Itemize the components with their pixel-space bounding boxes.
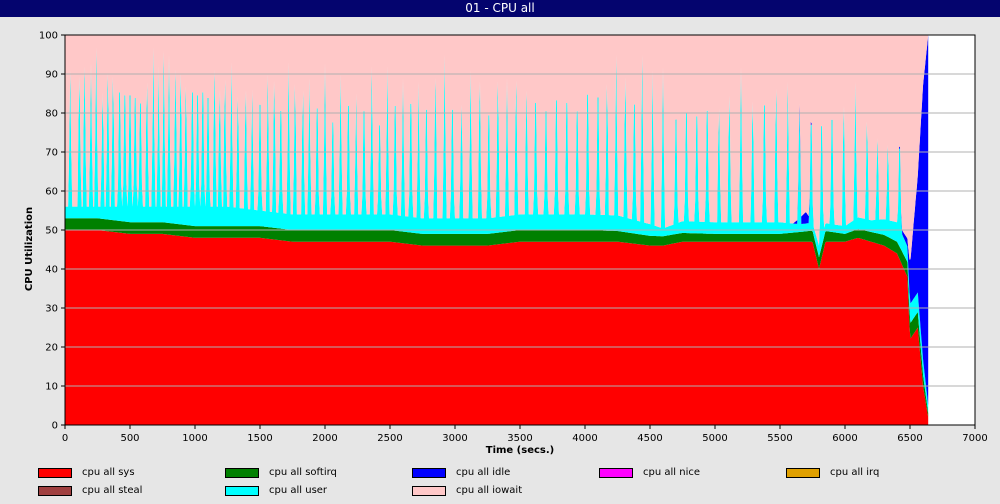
legend-swatch <box>225 486 259 496</box>
legend: cpu all sys cpu all softirq cpu all idle cp… <box>0 462 1000 504</box>
y-tick-label: 20 <box>45 343 58 354</box>
y-tick-label: 0 <box>52 421 58 432</box>
x-tick-label: 5500 <box>767 433 792 444</box>
x-tick-label: 6500 <box>897 433 922 444</box>
legend-label: cpu all iowait <box>456 485 523 496</box>
x-tick-label: 5000 <box>702 433 727 444</box>
legend-label: cpu all steal <box>82 485 143 496</box>
series-area-sys <box>65 230 929 425</box>
y-tick-label: 70 <box>45 148 58 159</box>
legend-label: cpu all idle <box>456 467 511 478</box>
x-tick-label: 0 <box>62 433 68 444</box>
legend-swatch <box>38 468 72 478</box>
legend-label: cpu all softirq <box>269 467 337 478</box>
y-tick-label: 50 <box>45 226 58 237</box>
chart-title: 01 - CPU all <box>465 1 535 15</box>
x-tick-label: 4500 <box>637 433 662 444</box>
legend-swatch <box>412 468 446 478</box>
legend-label: cpu all user <box>269 485 328 496</box>
legend-swatch <box>412 486 446 496</box>
x-axis-label: Time (secs.) <box>486 445 555 455</box>
legend-label: cpu all nice <box>643 467 700 478</box>
y-axis-label: CPU Utilization <box>24 207 35 291</box>
x-tick-label: 7000 <box>962 433 987 444</box>
y-tick-label: 60 <box>45 187 58 198</box>
legend-swatch <box>38 486 72 496</box>
legend-swatch <box>786 468 820 478</box>
legend-label: cpu all sys <box>82 467 135 478</box>
x-tick-label: 6000 <box>832 433 857 444</box>
y-tick-label: 30 <box>45 304 58 315</box>
y-tick-label: 40 <box>45 265 58 276</box>
x-tick-label: 500 <box>120 433 139 444</box>
plot-area: 0 10 20 30 40 50 60 70 80 90 100 0 500 1000 1500 2000 25… <box>0 17 1000 456</box>
legend-label: cpu all irq <box>830 467 880 478</box>
x-tick-label: 3000 <box>442 433 467 444</box>
y-tick-label: 10 <box>45 382 58 393</box>
y-tick-label: 100 <box>39 31 58 42</box>
y-tick-label: 80 <box>45 109 58 120</box>
x-tick-label: 1000 <box>182 433 207 444</box>
series-area-iowait <box>65 35 929 260</box>
x-tick-label: 1500 <box>247 433 272 444</box>
x-tick-label: 3500 <box>507 433 532 444</box>
x-tick-label: 4000 <box>572 433 597 444</box>
series-area-softirq <box>65 218 929 418</box>
x-tick-label: 2000 <box>312 433 337 444</box>
legend-swatch <box>225 468 259 478</box>
chart-title-bar: 01 - CPU all <box>0 0 1000 17</box>
legend-swatch <box>599 468 633 478</box>
y-tick-label: 90 <box>45 70 58 81</box>
x-tick-label: 2500 <box>377 433 402 444</box>
